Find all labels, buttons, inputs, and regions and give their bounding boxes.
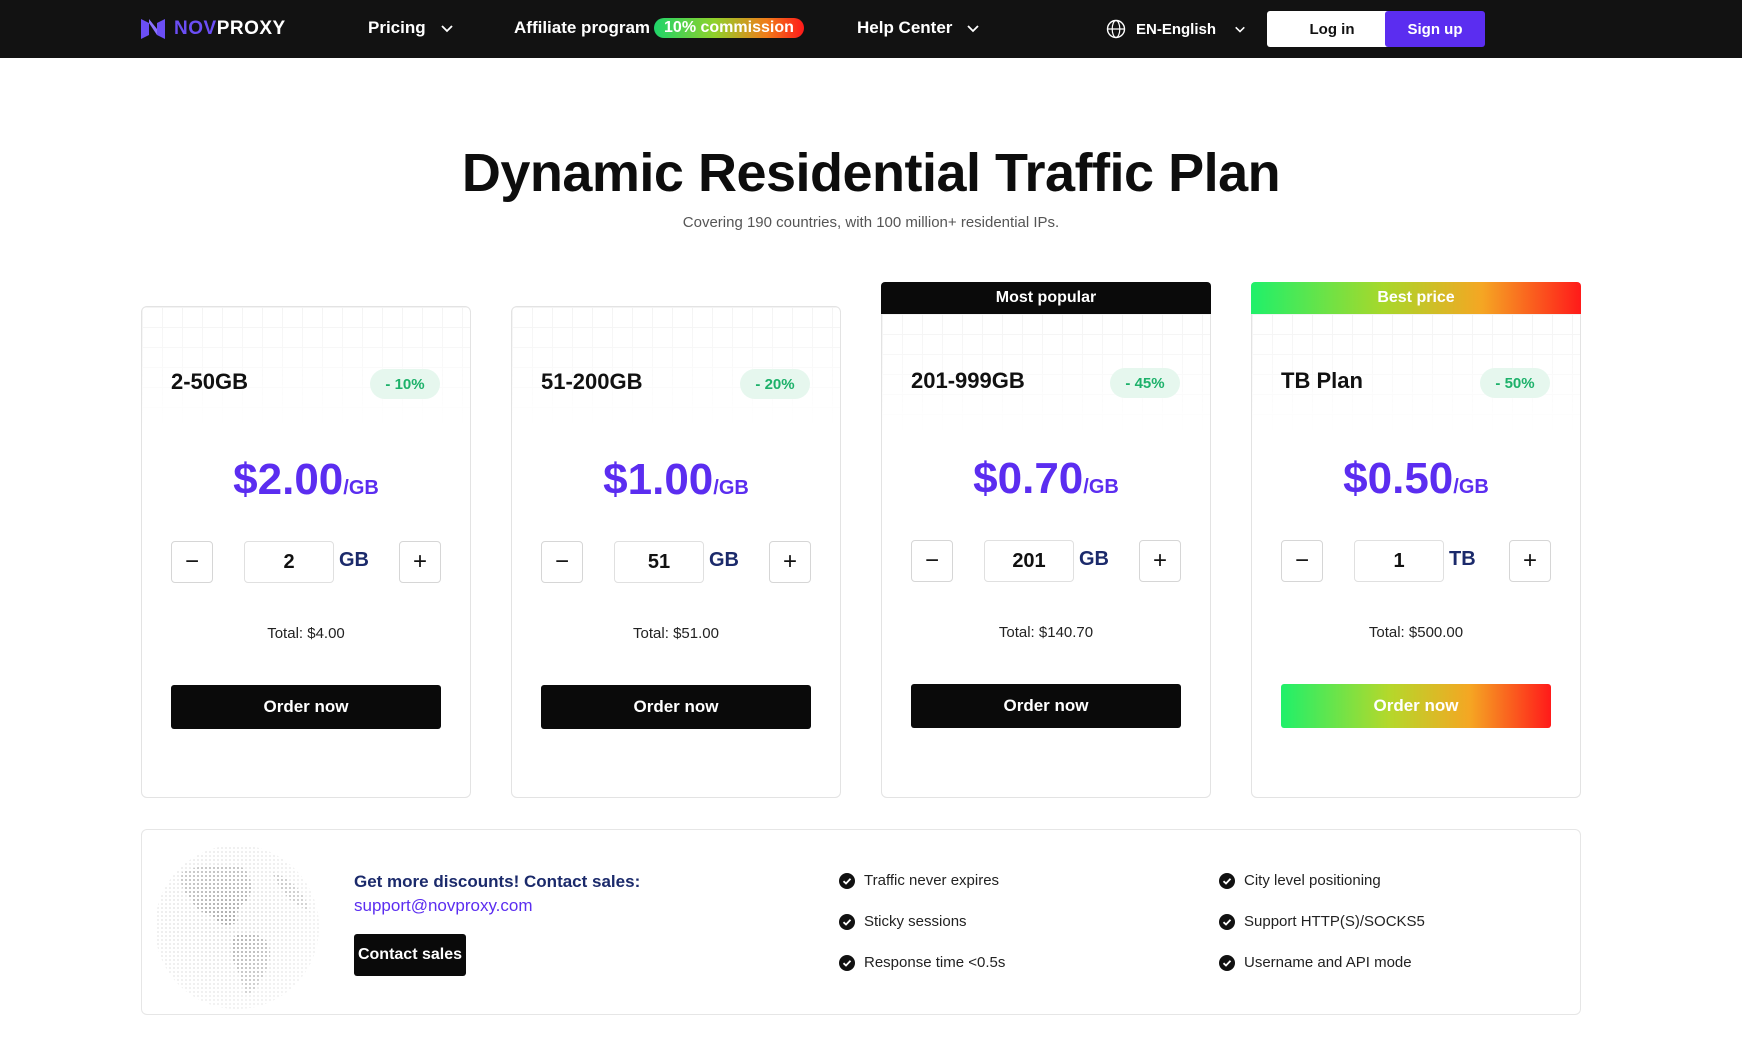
feature-label: Response time <0.5s bbox=[864, 954, 1006, 971]
check-circle-icon bbox=[839, 954, 855, 971]
decrement-button[interactable]: − bbox=[171, 541, 213, 583]
feature-item: Support HTTP(S)/SOCKS5 bbox=[1219, 913, 1425, 930]
plan-total: Total: $500.00 bbox=[1368, 624, 1464, 641]
price-amount: $0.70 bbox=[973, 454, 1084, 503]
discount-badge: - 20% bbox=[740, 369, 810, 399]
order-now-button[interactable]: Order now bbox=[541, 685, 811, 729]
discount-badge: - 10% bbox=[370, 369, 440, 399]
price-unit: /GB bbox=[343, 477, 379, 499]
logo-text-nov: NOV bbox=[174, 18, 217, 39]
price-amount: $1.00 bbox=[603, 455, 714, 504]
plan-total: Total: $4.00 bbox=[267, 625, 345, 642]
feature-label: Support HTTP(S)/SOCKS5 bbox=[1244, 913, 1425, 930]
commission-badge: 10% commission bbox=[654, 18, 804, 38]
most-popular-tag: Most popular bbox=[881, 282, 1211, 314]
quantity-stepper: − TB + bbox=[1281, 540, 1551, 582]
globe-icon bbox=[1106, 19, 1126, 39]
nav-help-center[interactable]: Help Center bbox=[857, 18, 980, 38]
page-subtitle: Covering 190 countries, with 100 million… bbox=[682, 214, 1060, 231]
plan-total: Total: $140.70 bbox=[998, 624, 1094, 641]
language-selector[interactable]: EN-English bbox=[1106, 19, 1246, 39]
decrement-button[interactable]: − bbox=[541, 541, 583, 583]
quantity-input[interactable] bbox=[984, 540, 1074, 582]
plan-name: 51-200GB bbox=[541, 369, 643, 394]
feature-item: Traffic never expires bbox=[839, 872, 999, 889]
feature-label: Traffic never expires bbox=[864, 872, 1000, 889]
order-now-button[interactable]: Order now bbox=[171, 685, 441, 729]
price-amount: $0.50 bbox=[1343, 454, 1454, 503]
quantity-stepper: − GB + bbox=[541, 541, 811, 583]
quantity-unit: TB bbox=[1449, 548, 1476, 570]
top-navbar: NOVPROXY Pricing Affiliate program 10% c… bbox=[0, 0, 1742, 58]
contact-title: Get more discounts! Contact sales: bbox=[354, 872, 641, 891]
order-now-button[interactable]: Order now bbox=[911, 684, 1181, 728]
quantity-stepper: − GB + bbox=[171, 541, 441, 583]
quantity-unit: GB bbox=[709, 549, 739, 571]
nav-affiliate[interactable]: Affiliate program 10% commission bbox=[514, 18, 804, 38]
plan-card-201-999gb: 201-999GB - 45% $0.70/GB − GB + Total: $… bbox=[881, 314, 1211, 798]
check-circle-icon bbox=[1219, 872, 1235, 889]
check-circle-icon bbox=[839, 872, 855, 889]
contact-features-panel: Get more discounts! Contact sales: suppo… bbox=[141, 829, 1581, 1015]
price-unit: /GB bbox=[713, 477, 749, 499]
page-title: Dynamic Residential Traffic Plan bbox=[461, 143, 1281, 203]
plan-price: $1.00/GB bbox=[512, 455, 840, 505]
feature-item: Response time <0.5s bbox=[839, 954, 1005, 971]
plan-total: Total: $51.00 bbox=[633, 625, 719, 642]
chevron-down-icon bbox=[1235, 26, 1245, 33]
increment-button[interactable]: + bbox=[1139, 540, 1181, 582]
language-label: EN-English bbox=[1136, 20, 1217, 38]
nav-pricing-label: Pricing bbox=[368, 18, 426, 37]
quantity-input[interactable] bbox=[614, 541, 704, 583]
check-circle-icon bbox=[1219, 913, 1235, 930]
nav-pricing[interactable]: Pricing bbox=[368, 18, 454, 38]
quantity-input[interactable] bbox=[244, 541, 334, 583]
feature-item: Username and API mode bbox=[1219, 954, 1412, 971]
increment-button[interactable]: + bbox=[1509, 540, 1551, 582]
plan-price: $0.70/GB bbox=[882, 454, 1210, 504]
quantity-unit: GB bbox=[339, 549, 369, 571]
feature-label: Username and API mode bbox=[1244, 954, 1412, 971]
plan-name: TB Plan bbox=[1281, 368, 1363, 393]
logo-text-proxy: PROXY bbox=[216, 18, 286, 39]
decrement-button[interactable]: − bbox=[911, 540, 953, 582]
signup-button[interactable]: Sign up bbox=[1385, 11, 1485, 47]
logo[interactable]: NOVPROXY bbox=[140, 17, 286, 41]
feature-item: City level positioning bbox=[1219, 872, 1381, 889]
login-button[interactable]: Log in bbox=[1267, 11, 1397, 47]
nav-affiliate-label: Affiliate program bbox=[514, 18, 651, 37]
plan-card-2-50gb: 2-50GB - 10% $2.00/GB − GB + Total: $4.0… bbox=[141, 306, 471, 798]
chevron-down-icon bbox=[967, 25, 980, 33]
feature-item: Sticky sessions bbox=[839, 913, 967, 930]
quantity-stepper: − GB + bbox=[911, 540, 1181, 582]
plan-name: 2-50GB bbox=[171, 369, 249, 394]
price-amount: $2.00 bbox=[233, 455, 344, 504]
feature-label: Sticky sessions bbox=[864, 913, 967, 930]
increment-button[interactable]: + bbox=[399, 541, 441, 583]
plan-price: $2.00/GB bbox=[142, 455, 470, 505]
logo-icon bbox=[141, 19, 165, 39]
nav-help-label: Help Center bbox=[857, 18, 953, 37]
check-circle-icon bbox=[1219, 954, 1235, 971]
price-unit: /GB bbox=[1083, 476, 1119, 498]
decrement-button[interactable]: − bbox=[1281, 540, 1323, 582]
check-circle-icon bbox=[839, 913, 855, 930]
plan-card-51-200gb: 51-200GB - 20% $1.00/GB − GB + Total: $5… bbox=[511, 306, 841, 798]
quantity-unit: GB bbox=[1079, 548, 1109, 570]
plan-card-tb-plan: TB Plan - 50% $0.50/GB − TB + Total: $50… bbox=[1251, 314, 1581, 798]
contact-email-link[interactable]: support@novproxy.com bbox=[354, 896, 533, 915]
discount-badge: - 50% bbox=[1480, 368, 1550, 398]
best-price-tag: Best price bbox=[1251, 282, 1581, 314]
increment-button[interactable]: + bbox=[769, 541, 811, 583]
world-globe-icon bbox=[155, 845, 319, 1009]
price-unit: /GB bbox=[1453, 476, 1489, 498]
plan-name: 201-999GB bbox=[911, 368, 1025, 393]
quantity-input[interactable] bbox=[1354, 540, 1444, 582]
order-now-button[interactable]: Order now bbox=[1281, 684, 1551, 728]
plan-price: $0.50/GB bbox=[1252, 454, 1580, 504]
discount-badge: - 45% bbox=[1110, 368, 1180, 398]
feature-label: City level positioning bbox=[1244, 872, 1381, 889]
chevron-down-icon bbox=[440, 25, 453, 33]
contact-sales-button[interactable]: Contact sales bbox=[354, 934, 466, 976]
